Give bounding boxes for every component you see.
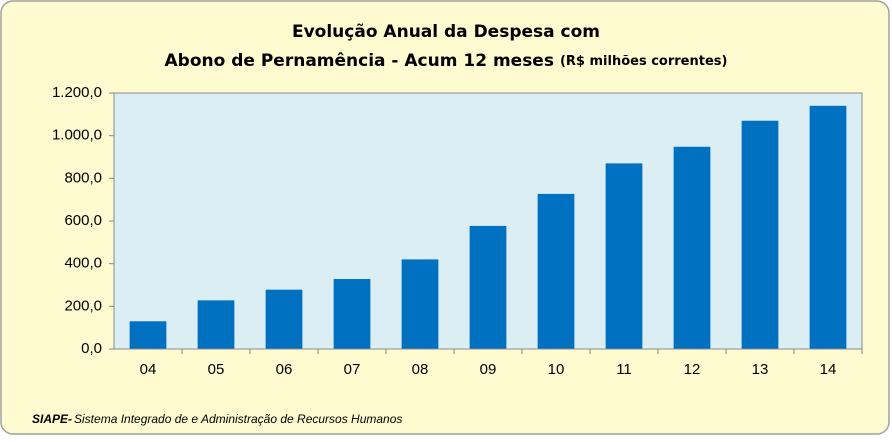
y-tick-label: 1.000,0 bbox=[52, 127, 102, 144]
x-tick-label: 08 bbox=[412, 361, 429, 378]
y-tick-label: 200,0 bbox=[64, 297, 102, 314]
x-tick-label: 12 bbox=[684, 361, 701, 378]
y-tick-label: 800,0 bbox=[64, 169, 102, 186]
x-tick-label: 13 bbox=[752, 361, 769, 378]
footnote: SIAPE- Sistema Integrado de e Administraç… bbox=[32, 412, 402, 426]
y-tick-label: 600,0 bbox=[64, 212, 102, 229]
x-tick-label: 06 bbox=[276, 361, 293, 378]
bar bbox=[605, 163, 643, 349]
y-tick-label: 1.200,0 bbox=[52, 84, 102, 101]
bar bbox=[809, 105, 847, 349]
x-tick-label: 14 bbox=[820, 361, 837, 378]
bar bbox=[333, 279, 371, 349]
bar bbox=[673, 146, 711, 349]
y-tick-label: 400,0 bbox=[64, 255, 102, 272]
bar bbox=[197, 300, 235, 349]
bar bbox=[265, 289, 303, 349]
chart-title: Evolução Anual da Despesa com bbox=[292, 22, 600, 42]
x-tick-label: 10 bbox=[548, 361, 565, 378]
bar bbox=[741, 120, 779, 349]
x-tick-label: 05 bbox=[208, 361, 225, 378]
chart-title: Abono de Pernamência - Acum 12 meses bbox=[165, 51, 554, 71]
x-tick-label: 07 bbox=[344, 361, 361, 378]
footnote-text: Sistema Integrado de e Administração de … bbox=[74, 412, 402, 426]
x-tick-label: 11 bbox=[616, 361, 632, 378]
chart-subtitle: (R$ milhões correntes) bbox=[560, 54, 728, 69]
x-tick-label: 09 bbox=[480, 361, 497, 378]
x-tick-label: 04 bbox=[140, 361, 157, 378]
y-tick-label: 0,0 bbox=[81, 340, 102, 357]
bar bbox=[537, 193, 575, 349]
bar bbox=[129, 321, 167, 349]
footnote-label: SIAPE- bbox=[32, 412, 72, 426]
bar bbox=[469, 225, 507, 349]
chart-title-line: Abono de Pernamência - Acum 12 meses (R$ … bbox=[165, 51, 728, 71]
bar bbox=[401, 259, 439, 349]
